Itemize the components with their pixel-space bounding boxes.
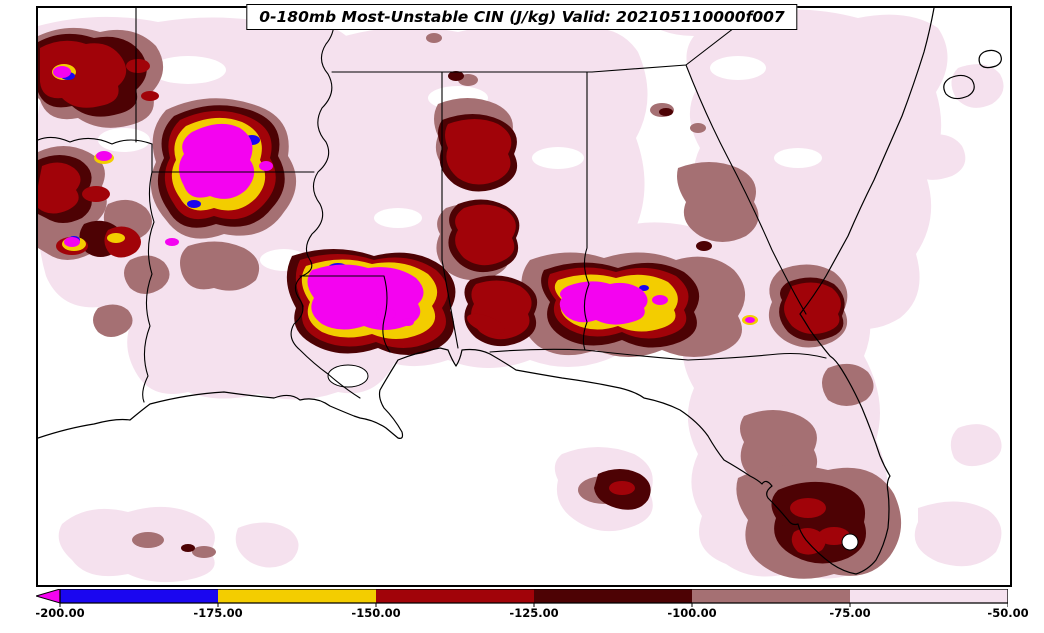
cin-band-magenta [53,66,755,330]
map-plot-area [36,6,1012,587]
colorbar-ticks [59,603,1008,607]
colorbar [36,589,1008,608]
colorbar-bands [60,589,1008,603]
lakes [327,364,859,551]
lake-okeechobee [841,533,859,551]
colorbar-extend-arrow [36,589,61,604]
plot-title: 0-180mb Most-Unstable CIN (J/kg) Valid: … [259,8,785,26]
colorbar-tick-label: -200.00 [35,606,85,620]
colorbar-tick-label: -75.00 [829,606,871,620]
colorbar-tick-label: -100.00 [667,606,717,620]
plot-title-box: 0-180mb Most-Unstable CIN (J/kg) Valid: … [246,4,798,30]
colorbar-tick-label: -175.00 [193,606,243,620]
coastline [38,8,1002,575]
state-borders [38,8,827,403]
lake-pontchartrain [327,364,369,388]
map-canvas [38,8,1004,583]
colorbar-tick-label: -150.00 [351,606,401,620]
colorbar-tick-label: -50.00 [987,606,1029,620]
colorbar-tick-label: -125.00 [509,606,559,620]
colorbar-labels: -200.00 -175.00 -150.00 -125.00 -100.00 … [35,606,1028,622]
